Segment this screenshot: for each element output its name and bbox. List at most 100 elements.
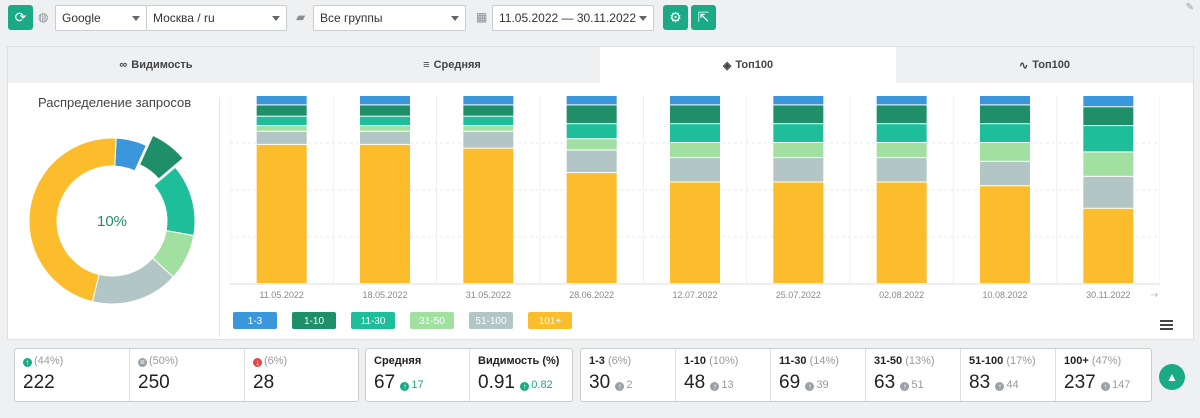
equal-icon: = — [138, 358, 147, 367]
bar-31-50[interactable] — [566, 139, 617, 150]
bar-51-100[interactable] — [1083, 176, 1134, 208]
bar-101+[interactable] — [566, 173, 617, 283]
region-select[interactable]: Москва / ru — [146, 5, 287, 31]
bar-11-30[interactable] — [980, 124, 1030, 142]
bar-11-30[interactable] — [256, 116, 307, 126]
bar-101+[interactable] — [980, 186, 1030, 283]
x-tick-label: 12.07.2022 — [672, 290, 717, 300]
pin-icon[interactable]: ✎ — [1185, 2, 1194, 13]
group-select[interactable]: Все группы — [313, 5, 466, 31]
export-button[interactable]: ⇱ — [691, 5, 716, 30]
bar-1-3[interactable] — [256, 96, 307, 105]
bar-51-100[interactable] — [256, 131, 307, 144]
date-range-select[interactable]: 11.05.2022 — 30.11.2022 — [492, 5, 654, 31]
tab-top100[interactable]: ◈ Топ100 — [600, 47, 896, 83]
scroll-top-button[interactable]: ▲ — [1159, 364, 1185, 390]
legend-item-31-50[interactable] — [410, 312, 454, 329]
bar-101+[interactable] — [1083, 208, 1134, 283]
bar-101+[interactable] — [360, 144, 410, 283]
bar-11-30[interactable] — [360, 116, 410, 126]
bar-1-10[interactable] — [360, 105, 410, 116]
tab-top100-trend[interactable]: ∿ Топ100 — [896, 47, 1193, 83]
bar-1-3[interactable] — [980, 96, 1030, 105]
legend-label: 31-50 — [419, 316, 445, 327]
bar-31-50[interactable] — [463, 126, 514, 131]
bar-11-30[interactable] — [773, 124, 824, 142]
stat-label: 100+ — [1064, 355, 1089, 367]
donut-center-label: 10% — [97, 213, 127, 230]
bar-101+[interactable] — [463, 148, 514, 283]
bar-31-50[interactable] — [980, 143, 1030, 161]
bar-1-3[interactable] — [463, 96, 514, 105]
bar-51-100[interactable] — [980, 161, 1030, 186]
stat-label: Средняя — [374, 355, 422, 367]
stat-range: 100+ (47%) 237 ↑ 147 — [1056, 349, 1151, 401]
bar-1-10[interactable] — [463, 105, 514, 116]
bar-1-10[interactable] — [256, 105, 307, 116]
bar-11-30[interactable] — [463, 116, 514, 126]
bar-1-3[interactable] — [360, 96, 410, 105]
bar-31-50[interactable] — [773, 143, 824, 158]
legend-item-101+[interactable] — [528, 312, 572, 329]
tabs: ∞ Видимость ≡ Средняя ◈ Топ100 ∿ Топ100 — [8, 47, 1193, 83]
globe-icon: ◍ — [38, 10, 49, 24]
bar-31-50[interactable] — [1083, 152, 1134, 176]
range-stats: 1-3 (6%) 30 ↑ 2 1-10 (10%) 48 ↑ 13 11-30 (… — [580, 348, 1152, 402]
legend-item-51-100[interactable] — [469, 312, 513, 329]
settings-button[interactable]: ⚙ — [663, 5, 688, 30]
arrow-up-icon: ↑ — [615, 382, 625, 391]
bar-11-30[interactable] — [876, 124, 927, 142]
bar-11-30[interactable] — [670, 124, 720, 142]
stat-delta: 147 — [1111, 379, 1131, 391]
bar-51-100[interactable] — [360, 131, 410, 144]
bar-101+[interactable] — [256, 144, 307, 283]
bar-1-3[interactable] — [1083, 96, 1134, 107]
pie-slice-101+[interactable] — [28, 137, 117, 303]
legend-item-11-30[interactable] — [351, 312, 395, 329]
x-tick-label: 02.08.2022 — [879, 290, 924, 300]
bar-51-100[interactable] — [670, 158, 720, 182]
bar-1-10[interactable] — [670, 105, 720, 124]
chevron-up-icon: ▲ — [1166, 370, 1178, 384]
bar-1-3[interactable] — [876, 96, 927, 105]
bar-1-10[interactable] — [566, 105, 617, 124]
bar-101+[interactable] — [876, 182, 927, 283]
stat-range: 51-100 (17%) 83 ↑ 44 — [961, 349, 1056, 401]
bar-51-100[interactable] — [463, 131, 514, 148]
bar-11-30[interactable] — [1083, 126, 1134, 152]
chevron-down-icon — [639, 16, 647, 21]
bar-31-50[interactable] — [360, 126, 410, 131]
bar-101+[interactable] — [670, 182, 720, 283]
toolbar: ⟳ ◍ Google Москва / ru ▰ Все группы ▦ 11… — [0, 0, 1200, 38]
bar-1-10[interactable] — [1083, 107, 1134, 126]
bar-51-100[interactable] — [773, 158, 824, 182]
engine-select[interactable]: Google — [55, 5, 147, 31]
legend-item-1-3[interactable] — [233, 312, 277, 329]
bar-1-3[interactable] — [670, 96, 720, 105]
tab-label: Топ100 — [1032, 59, 1070, 71]
bar-1-3[interactable] — [773, 96, 824, 105]
bar-51-100[interactable] — [876, 158, 927, 182]
pie-slice-1-3[interactable] — [114, 137, 148, 172]
pie-slice-1-10[interactable] — [138, 134, 184, 180]
bar-1-10[interactable] — [980, 105, 1030, 124]
menu-icon[interactable] — [1160, 320, 1173, 330]
stat-label: 1-10 — [684, 355, 707, 367]
stat-average: Средняя 67 ↑ 17 — [366, 349, 470, 401]
bar-31-50[interactable] — [256, 126, 307, 131]
bar-101+[interactable] — [773, 182, 824, 283]
bar-31-50[interactable] — [876, 143, 927, 158]
legend-item-1-10[interactable] — [292, 312, 336, 329]
chevron-down-icon — [451, 16, 459, 21]
refresh-icon: ⟳ — [14, 9, 27, 25]
stat-delta: 44 — [1006, 379, 1019, 391]
refresh-button[interactable]: ⟳ — [8, 5, 33, 30]
bar-31-50[interactable] — [670, 143, 720, 158]
bar-1-3[interactable] — [566, 96, 617, 105]
bar-51-100[interactable] — [566, 150, 617, 173]
bar-11-30[interactable] — [566, 124, 617, 139]
tab-visibility[interactable]: ∞ Видимость — [8, 47, 304, 83]
tab-average[interactable]: ≡ Средняя — [304, 47, 600, 83]
bar-1-10[interactable] — [773, 105, 824, 124]
bar-1-10[interactable] — [876, 105, 927, 124]
